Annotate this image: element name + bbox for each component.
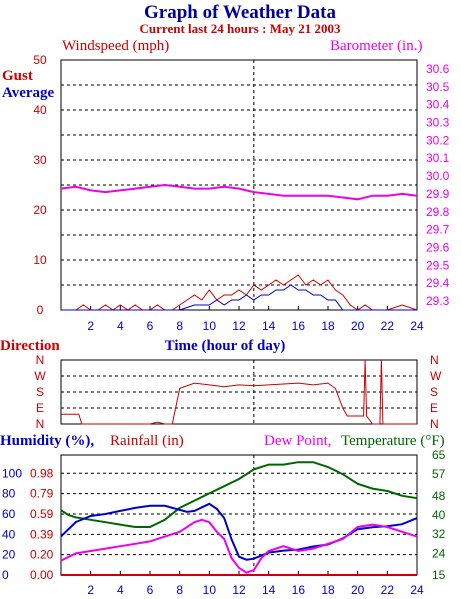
wind-y-tick-label: 50 xyxy=(33,53,47,67)
rainfall-tick-label: 0.00 xyxy=(30,568,54,582)
temperature-tick-label: 40 xyxy=(432,508,446,522)
x-tick-label: 4 xyxy=(117,319,124,333)
barometer-tick-label: 30.6 xyxy=(426,62,450,76)
x-tick-label: 24 xyxy=(410,319,424,333)
windspeed-label: Windspeed (mph) xyxy=(62,38,169,54)
barometer-tick-label: 30.5 xyxy=(426,80,450,94)
humidity-tick-label: 100 xyxy=(2,466,22,480)
direction-tick-label-left: W xyxy=(34,369,46,383)
series-barometer xyxy=(60,183,418,201)
barometer-tick-label: 29.5 xyxy=(426,258,450,272)
temperature-tick-label: 24 xyxy=(432,546,446,560)
direction-tick-label-left: N xyxy=(36,353,45,367)
x-tick-label: 22 xyxy=(381,319,395,333)
humidity-tick-label: 60 xyxy=(2,507,16,521)
rainfall-tick-label: 0.98 xyxy=(30,466,54,480)
direction-tick-label-right: E xyxy=(430,401,438,415)
series-gust xyxy=(61,274,418,311)
barometer-tick-label: 30.1 xyxy=(426,151,450,165)
temperature-tick-label: 65 xyxy=(432,448,446,462)
gust-label: Gust xyxy=(2,68,33,84)
x-tick-label: 10 xyxy=(203,319,217,333)
average-label: Average xyxy=(2,85,55,101)
dewpoint-label: Dew Point, xyxy=(264,433,332,449)
rainfall-label: Rainfall (in) xyxy=(110,433,184,449)
x-tick-label: 8 xyxy=(176,583,183,597)
wind-y-tick-label: 40 xyxy=(33,103,47,117)
barometer-label: Barometer (in.) xyxy=(330,38,422,54)
barometer-tick-label: 29.3 xyxy=(426,294,450,308)
barometer-tick-label: 29.4 xyxy=(426,276,450,290)
chart-title: Graph of Weather Data xyxy=(144,2,336,23)
x-tick-label: 22 xyxy=(381,583,395,597)
x-tick-label: 24 xyxy=(410,583,424,597)
x-tick-label: 2 xyxy=(87,583,94,597)
x-tick-label: 16 xyxy=(292,319,306,333)
humidity-label: Humidity (%), xyxy=(0,433,94,449)
x-tick-label: 12 xyxy=(232,583,246,597)
humidity-tick-label: 40 xyxy=(2,527,16,541)
x-tick-label: 14 xyxy=(262,583,276,597)
direction-panel-frame xyxy=(60,359,418,425)
rainfall-tick-label: 0.20 xyxy=(30,548,54,562)
x-tick-label: 12 xyxy=(232,319,246,333)
barometer-tick-label: 29.9 xyxy=(426,187,450,201)
temperature-label: Temperature (°F) xyxy=(341,433,445,449)
wind-y-tick-label: 30 xyxy=(33,153,47,167)
time-axis-label: Time (hour of day) xyxy=(165,338,286,354)
direction-tick-label-right: N xyxy=(430,353,439,367)
series-temperature xyxy=(60,461,418,528)
series-humidity xyxy=(60,502,418,561)
temperature-tick-label: 32 xyxy=(432,527,446,541)
direction-tick-label-right: N xyxy=(430,417,439,431)
x-tick-label: 8 xyxy=(176,319,183,333)
humidity-tick-label: 0 xyxy=(2,568,9,582)
barometer-tick-label: 29.7 xyxy=(426,223,450,237)
barometer-tick-label: 30.3 xyxy=(426,116,450,130)
rainfall-tick-label: 0.79 xyxy=(30,487,54,501)
x-tick-label: 20 xyxy=(351,319,365,333)
barometer-tick-label: 30.0 xyxy=(426,169,450,183)
wind-panel-frame xyxy=(60,59,418,311)
x-tick-label: 6 xyxy=(147,583,154,597)
temperature-tick-label: 48 xyxy=(432,489,446,503)
temperature-tick-label: 15 xyxy=(432,568,446,582)
direction-tick-label-left: E xyxy=(36,401,44,415)
wind-y-tick-label: 0 xyxy=(37,303,44,317)
barometer-tick-label: 30.4 xyxy=(426,98,450,112)
temperature-tick-label: 57 xyxy=(432,467,446,481)
x-tick-label: 14 xyxy=(262,319,276,333)
rainfall-tick-label: 0.59 xyxy=(30,507,54,521)
barometer-tick-label: 29.8 xyxy=(426,205,450,219)
series-dew-point xyxy=(60,518,418,574)
humidity-tick-label: 80 xyxy=(2,487,16,501)
x-tick-label: 20 xyxy=(351,583,365,597)
direction-tick-label-left: N xyxy=(36,417,45,431)
x-tick-label: 4 xyxy=(117,583,124,597)
barometer-tick-label: 30.2 xyxy=(426,133,450,147)
direction-tick-label-left: S xyxy=(36,385,44,399)
wind-y-tick-label: 10 xyxy=(33,253,47,267)
x-tick-label: 6 xyxy=(147,319,154,333)
wind-y-tick-label: 20 xyxy=(33,203,47,217)
x-tick-label: 18 xyxy=(321,319,335,333)
direction-tick-label-right: W xyxy=(430,369,442,383)
humidity-tick-label: 20 xyxy=(2,548,16,562)
barometer-tick-label: 29.6 xyxy=(426,241,450,255)
x-tick-label: 18 xyxy=(321,583,335,597)
direction-label: Direction xyxy=(0,338,60,354)
x-tick-label: 16 xyxy=(292,583,306,597)
series-average xyxy=(61,284,417,311)
direction-tick-label-right: S xyxy=(430,385,438,399)
x-tick-label: 2 xyxy=(87,319,94,333)
rainfall-tick-label: 0.39 xyxy=(30,527,54,541)
x-tick-label: 10 xyxy=(203,583,217,597)
series-direction xyxy=(61,359,417,425)
chart-subtitle: Current last 24 hours : May 21 2003 xyxy=(140,21,341,36)
